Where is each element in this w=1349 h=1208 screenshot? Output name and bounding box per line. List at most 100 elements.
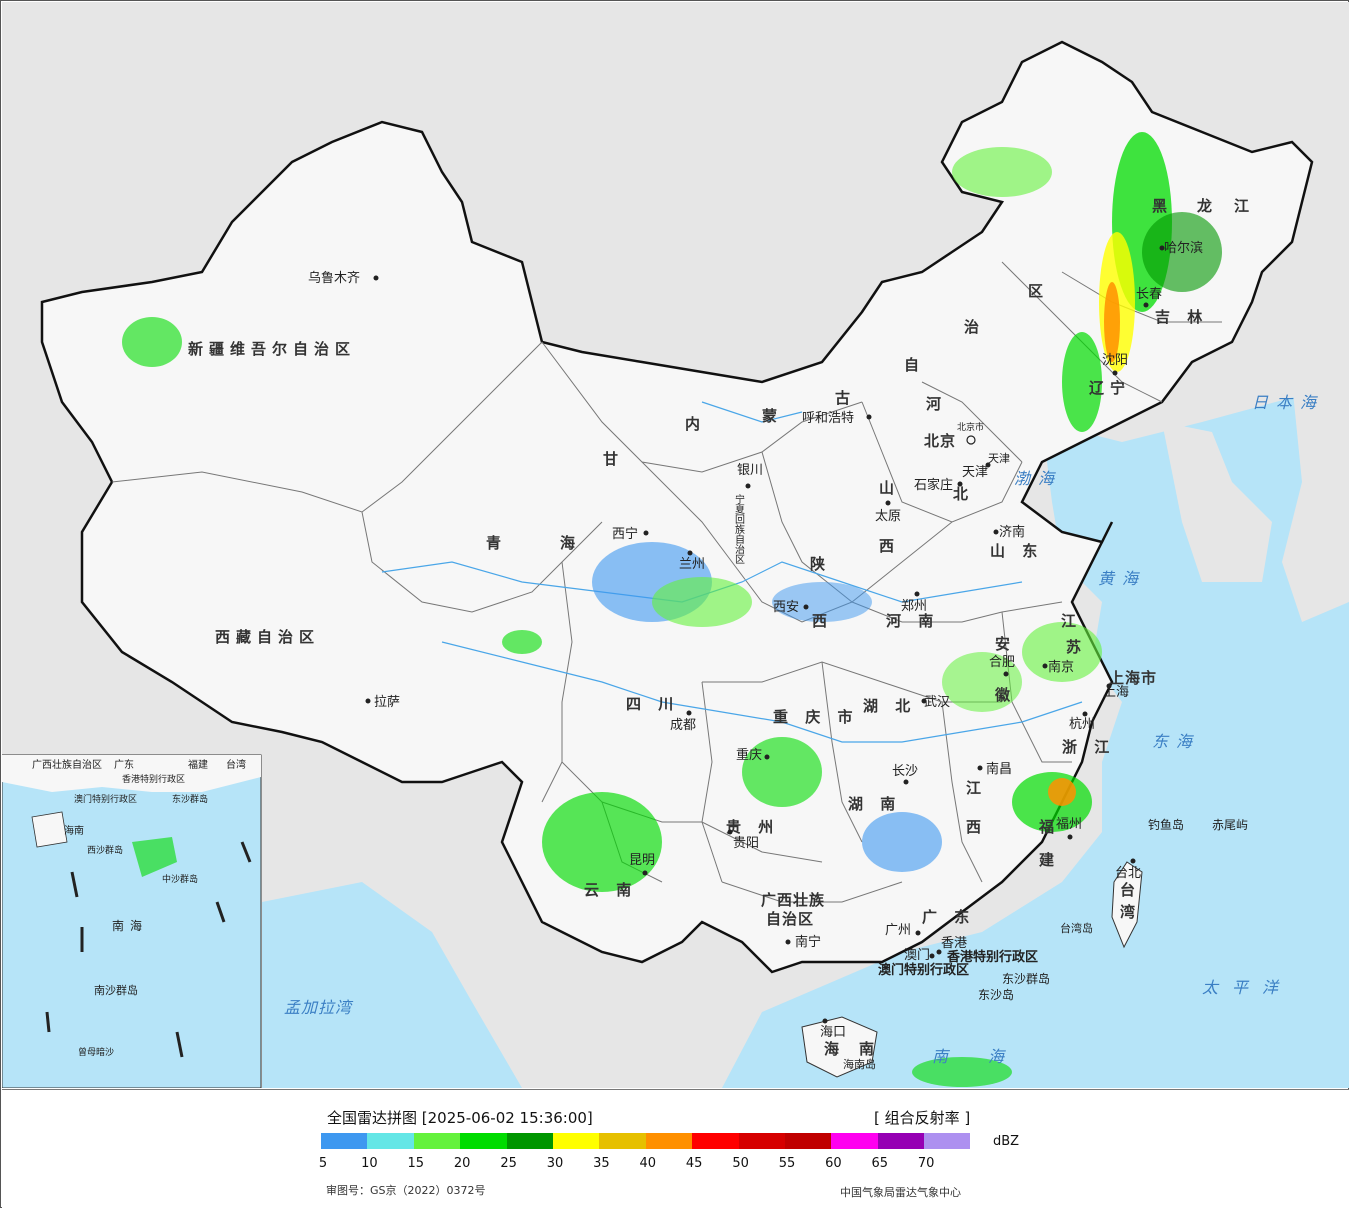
label-zhejiang: 浙 江 <box>1062 738 1115 756</box>
legend-tick-20: 20 <box>453 1156 471 1171</box>
label-liaoning-ning: 宁 <box>1110 379 1131 397</box>
sea-donghai: 东海 <box>1152 732 1200 751</box>
label-jiangxi-xi: 西 <box>966 818 987 836</box>
city-hangzhou: 杭州 <box>1069 717 1095 732</box>
city-urumqi: 乌鲁木齐 <box>308 270 360 286</box>
city-zhengzhou: 郑州 <box>901 599 927 614</box>
inset-dongsha: 东沙群岛 <box>172 793 208 805</box>
inset-taiwan: 台湾 <box>226 758 246 771</box>
city-shijiazhuang: 石家庄 <box>914 477 953 493</box>
legend-tick-25: 25 <box>500 1156 517 1171</box>
label-fujian-fu: 福 <box>1038 818 1060 836</box>
label-hunan: 湖 南 <box>848 795 901 813</box>
sea-bengal: 孟加拉湾 <box>284 998 354 1017</box>
city-hongkong: 香港 <box>941 936 967 951</box>
ocean-east <box>722 382 1349 1088</box>
label-gansu: 甘 <box>603 450 624 468</box>
label-jiangsu-jiang: 江 <box>1061 612 1082 630</box>
ocean-bengal <box>262 882 522 1088</box>
inset-macau: 澳门特别行政区 <box>74 793 137 805</box>
label-guangxi-2: 自治区 <box>766 910 814 928</box>
city-taiyuan: 太原 <box>875 509 901 524</box>
legend-tick-60: 60 <box>825 1156 842 1171</box>
label-taiwan-wan: 湾 <box>1120 903 1141 921</box>
label-guangdong: 广 东 <box>922 908 975 926</box>
city-tianjin: 天津 <box>962 465 988 480</box>
city-wuhan: 武汉 <box>924 695 950 710</box>
inset-hk: 香港特别行政区 <box>122 773 185 785</box>
legend-title: 全国雷达拼图 [2025-06-02 15:36:00] <box>327 1109 593 1127</box>
label-jiangsu-su: 苏 <box>1066 638 1087 656</box>
legend-unit: dBZ <box>993 1134 1020 1149</box>
island-dongsha-qundao: 东沙群岛 <box>1002 971 1050 986</box>
label-yunnan: 云 南 <box>584 881 637 899</box>
legend-panel: 全国雷达拼图 [2025-06-02 15:36:00] [ 组合反射率 ] d… <box>2 1089 1349 1208</box>
city-lanzhou: 兰州 <box>679 557 705 572</box>
hainan-island-shape <box>801 1016 878 1078</box>
inset-guangdong: 广东 <box>114 758 134 771</box>
label-neimeng-meng: 蒙 <box>762 407 783 425</box>
label-shanghai: 上海市 <box>1109 669 1157 687</box>
city-dots <box>365 245 1165 1024</box>
inset-labels: 广西壮族自治区 广东 福建 台湾 香港特别行政区 澳门特别行政区 海南 南海 东… <box>32 758 246 1058</box>
label-shaanxi-shan: 陕 <box>810 555 831 573</box>
label-heilongjiang-jiang: 江 <box>1234 197 1255 215</box>
label-heilongjiang-long: 龙 <box>1196 197 1218 215</box>
city-beijing: 北京市 <box>957 421 984 433</box>
label-neimeng-qu: 区 <box>1028 282 1049 300</box>
legend-tick-45: 45 <box>685 1156 703 1171</box>
legend-tick-5: 5 <box>318 1156 328 1171</box>
label-liaoning-liao: 辽 <box>1089 379 1110 397</box>
label-xinjiang: 新疆维吾尔自治区 <box>188 340 356 358</box>
city-xian: 西安 <box>773 600 799 615</box>
city-hefei: 合肥 <box>989 655 1015 670</box>
city-changchun: 长春 <box>1136 287 1162 302</box>
label-neimeng-nei: 内 <box>685 415 706 433</box>
legend-product: [ 组合反射率 ] <box>874 1109 971 1127</box>
label-taiwan-tai: 台 <box>1120 881 1141 899</box>
city-haikou: 海口 <box>820 1025 846 1040</box>
island-taiwan: 台湾岛 <box>1060 921 1093 935</box>
legend-swatch-0 <box>321 1133 368 1149</box>
legend-colorbar <box>321 1133 971 1149</box>
sea-japan: 日本海 <box>1252 393 1324 412</box>
island-dongsha-dao: 东沙岛 <box>978 987 1014 1002</box>
legend-tick-30: 30 <box>546 1156 564 1171</box>
label-neimeng-gu: 古 <box>835 389 856 407</box>
sea-bohai: 渤海 <box>1014 469 1062 488</box>
label-hebei-bei: 北 <box>953 485 974 503</box>
legend-swatch-3 <box>460 1133 507 1149</box>
city-lhasa: 拉萨 <box>374 695 400 710</box>
label-hainan-hai: 海 <box>824 1040 845 1058</box>
legend-tick-65: 65 <box>871 1156 889 1171</box>
china-land <box>40 40 1314 974</box>
approval-number: 审图号：GS京（2022）0372号 <box>326 1184 486 1197</box>
city-aomen: 澳门 <box>904 947 930 963</box>
label-anhui-an: 安 <box>995 635 1016 653</box>
radar-map: 新疆维吾尔自治区 西藏自治区 青 海 甘 内 蒙 古 自 治 区 黑 龙 江 吉… <box>2 2 1349 1088</box>
inset-nanhai: 南海 <box>112 918 148 933</box>
sea-nanhai: 南海 <box>932 1047 1044 1066</box>
legend-tick-10: 10 <box>361 1156 378 1171</box>
label-guizhou: 贵 州 <box>726 818 779 836</box>
label-qinghai-1: 青 <box>486 534 507 552</box>
sea-huanghai: 黄海 <box>1098 569 1146 588</box>
island-diaoyu: 钓鱼岛 <box>1148 817 1184 832</box>
label-neimeng-zhi: 治 <box>964 318 985 336</box>
legend-swatch-10 <box>784 1133 832 1149</box>
legend-swatch-4 <box>506 1133 553 1149</box>
legend-tick-55: 55 <box>778 1156 796 1171</box>
legend-swatch-5 <box>552 1133 600 1149</box>
legend-swatch-1 <box>367 1133 414 1149</box>
label-ningxia: 宁夏回族自治区 <box>733 493 745 564</box>
city-hohhot: 呼和浩特 <box>802 411 854 426</box>
label-henan: 河 南 <box>886 612 939 630</box>
island-chiwei: 赤尾屿 <box>1212 818 1248 832</box>
radar-echoes <box>122 132 1222 1087</box>
label-hebei-he: 河 <box>926 395 947 413</box>
city-labels: 乌鲁木齐 拉萨 西宁 兰州 银川 呼和浩特 哈尔滨 长春 沈阳 北京市 天津 石… <box>308 240 1203 1040</box>
sea-pacific: 太平洋 <box>1202 978 1292 997</box>
city-guiyang: 贵阳 <box>733 836 759 851</box>
city-shanghai: 上海 <box>1103 685 1129 700</box>
city-yinchuan: 银川 <box>737 463 763 478</box>
